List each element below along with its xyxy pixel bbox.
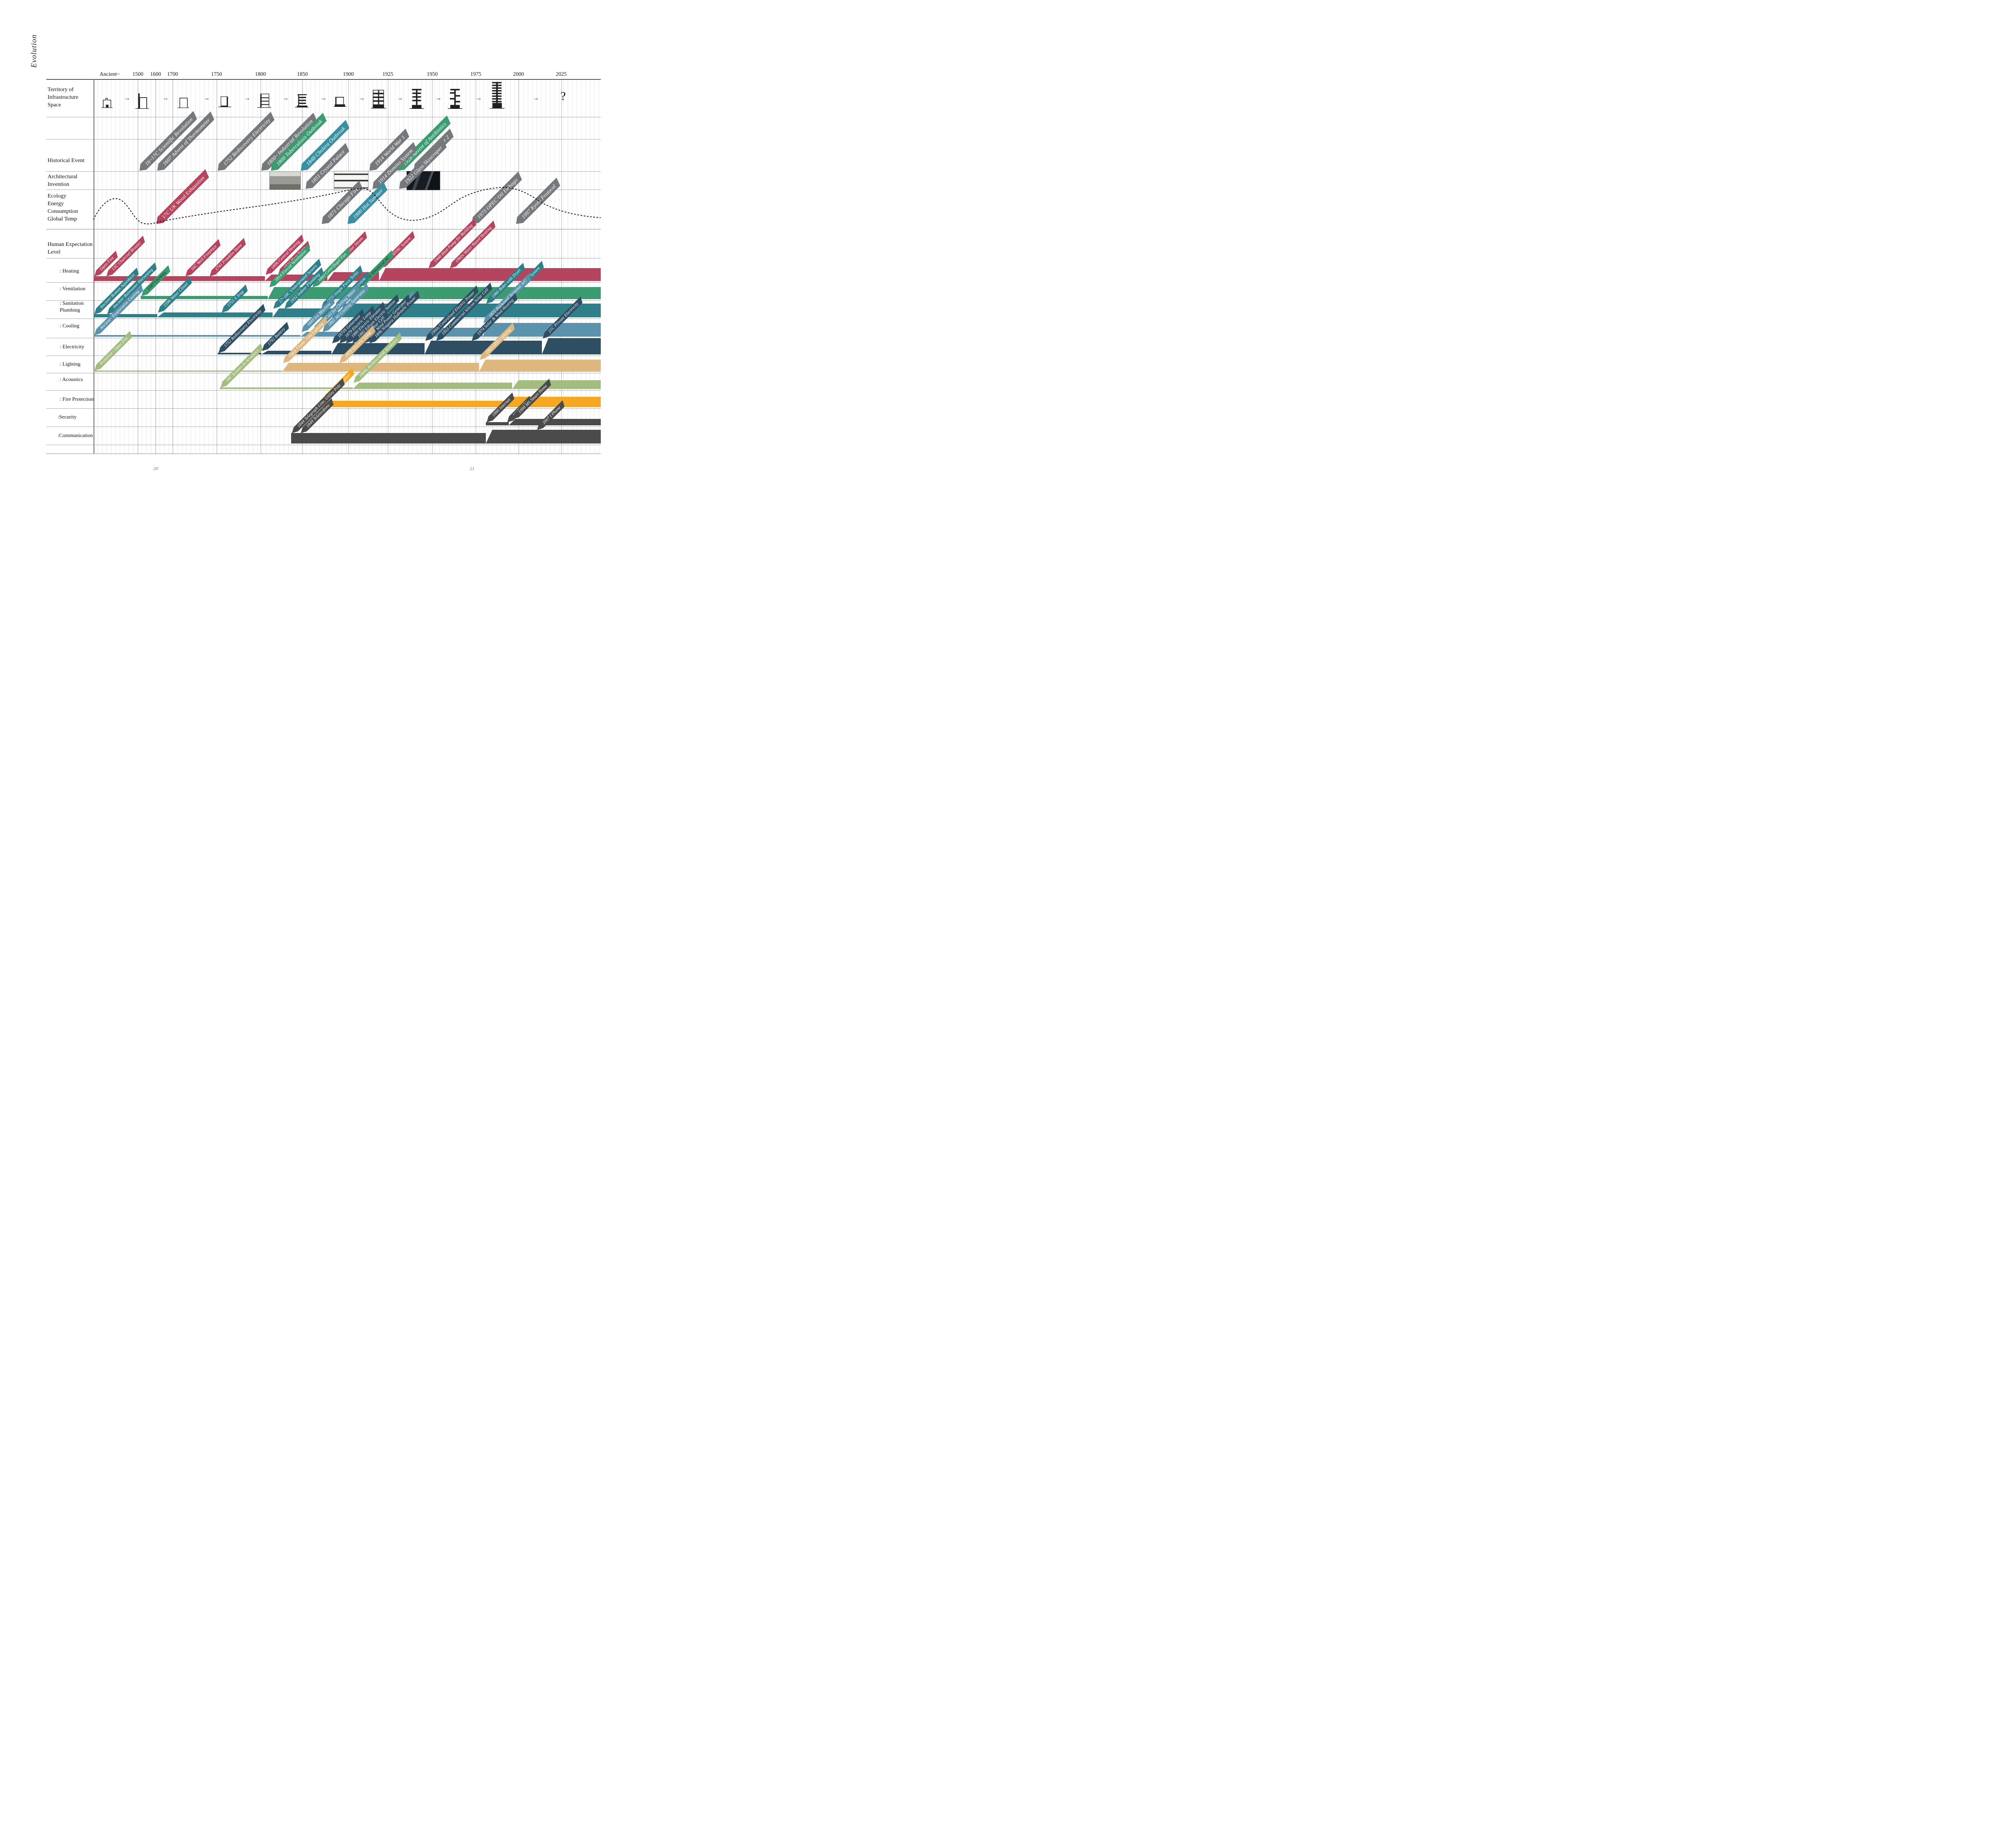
axis-tick-line	[302, 79, 303, 454]
row-label-acoustics: : Acoustics	[60, 376, 83, 382]
axis-tick-label: Ancient~	[99, 71, 120, 77]
photo-domino-system	[334, 171, 369, 190]
hall-chimney-icon	[135, 92, 149, 110]
band-sanitation	[157, 312, 273, 317]
axis-tick-line	[348, 79, 349, 454]
axis-tick-line	[260, 79, 261, 454]
enclosure-icon	[177, 94, 190, 110]
axis-tick-label: 1600	[150, 71, 161, 77]
multistory-voids-icon	[257, 91, 272, 110]
axis-tick-line	[561, 79, 562, 454]
band-cooling	[94, 335, 300, 337]
band-communication	[486, 430, 601, 443]
row-label-sanitation: : Sanitation Plumbing	[60, 300, 84, 313]
double-bay-tower-icon	[370, 88, 387, 110]
band-sanitation	[94, 314, 157, 317]
diagram-page: Evolution Ancient~ 1500 1600 1700 1750 1800 18…	[0, 0, 632, 495]
axis-tick-label: 2025	[556, 71, 567, 77]
evolution-arrow-icon: →	[244, 95, 250, 102]
historical-event-section-label: Historical Event	[48, 158, 85, 164]
band-ventilation	[141, 296, 268, 299]
axis-tick-label: 1750	[211, 71, 222, 77]
axis-tick-label: 1950	[427, 71, 438, 77]
territory-section-label: Territory of Infrastructure Space	[48, 87, 79, 108]
core-cantilever-tower-icon	[408, 87, 426, 110]
page-number-left: 20	[153, 466, 158, 471]
axis-tick-label: 1975	[470, 71, 481, 77]
band-heating	[379, 268, 601, 281]
architectural-invention-section-label: Architectural Invention	[48, 174, 77, 187]
row-label-electricity: : Electricity	[60, 343, 85, 350]
ecology-section-label: Ecology Energy Consumption Global Temp	[48, 193, 78, 222]
axis-tick-label: 1700	[167, 71, 178, 77]
band-electricity	[425, 341, 542, 354]
band-acoustics	[353, 383, 512, 389]
band-fire	[323, 401, 504, 407]
axis-tick-label: 1800	[255, 71, 266, 77]
question-mark: ?	[560, 90, 566, 103]
evolution-arrow-icon: →	[283, 95, 289, 102]
l-base-icon	[333, 93, 347, 110]
band-ventilation	[268, 287, 601, 299]
axis-tick-label: 1500	[132, 71, 144, 77]
band-lighting	[94, 371, 282, 372]
human-expectation-section-label: Human Expectation Level	[48, 241, 93, 255]
band-cooling	[483, 323, 601, 337]
high-rise-core-icon	[485, 81, 509, 110]
evolution-arrow-icon: →	[162, 95, 169, 102]
band-acoustics	[512, 380, 601, 389]
grid-hline	[46, 390, 601, 391]
evolution-arrow-icon: →	[435, 95, 442, 102]
grid-hline	[46, 300, 601, 301]
grid-hline	[46, 189, 601, 190]
row-label-ventilation: : Ventilation	[60, 285, 85, 291]
axis-tick-label: 2000	[513, 71, 524, 77]
band-lighting	[479, 360, 601, 372]
alternating-slab-tower-icon	[446, 87, 464, 110]
band-electricity	[542, 338, 601, 354]
grid-minor-lines	[94, 79, 601, 454]
row-label-fire: : Fire Protection	[60, 396, 94, 402]
evolution-arrow-icon: →	[124, 95, 130, 102]
axis-tick-label: 1900	[343, 71, 354, 77]
evolution-arrow-icon: →	[533, 95, 539, 102]
evolution-arrow-icon: →	[321, 95, 327, 102]
axis-tick-label: 1850	[297, 71, 308, 77]
photo-crystal-palace	[269, 171, 301, 190]
evolution-arrow-icon: →	[359, 95, 365, 102]
slab-floors-icon	[294, 91, 309, 110]
axis-tick-label: 1925	[382, 71, 394, 77]
l-section-icon	[218, 92, 232, 110]
grid-hline	[46, 79, 601, 80]
band-electricity	[331, 343, 425, 354]
band-acoustics	[220, 387, 353, 389]
band-security	[486, 422, 509, 425]
band-electricity	[218, 353, 261, 354]
band-communication	[291, 433, 486, 443]
chart-area: Ancient~ 1500 1600 1700 1750 1800 1850 1900 1925…	[0, 0, 632, 495]
hut-open-fire-icon	[101, 95, 113, 110]
evolution-arrow-icon: →	[476, 95, 482, 102]
row-label-cooling: : Cooling	[60, 323, 79, 329]
band-security	[509, 419, 601, 425]
grid-hline	[46, 282, 601, 283]
row-label-security: :Security	[58, 414, 77, 420]
evolution-arrow-icon: →	[204, 95, 210, 102]
band-heating	[94, 276, 265, 281]
band-lighting	[282, 363, 479, 372]
page-number-right: 21	[470, 466, 475, 471]
band-fire	[504, 397, 601, 407]
row-label-lighting: : Lighting	[60, 361, 81, 367]
row-label-heating: : Heating	[60, 268, 79, 274]
evolution-arrow-icon: →	[397, 95, 403, 102]
row-label-communication: :Communication	[58, 432, 93, 438]
